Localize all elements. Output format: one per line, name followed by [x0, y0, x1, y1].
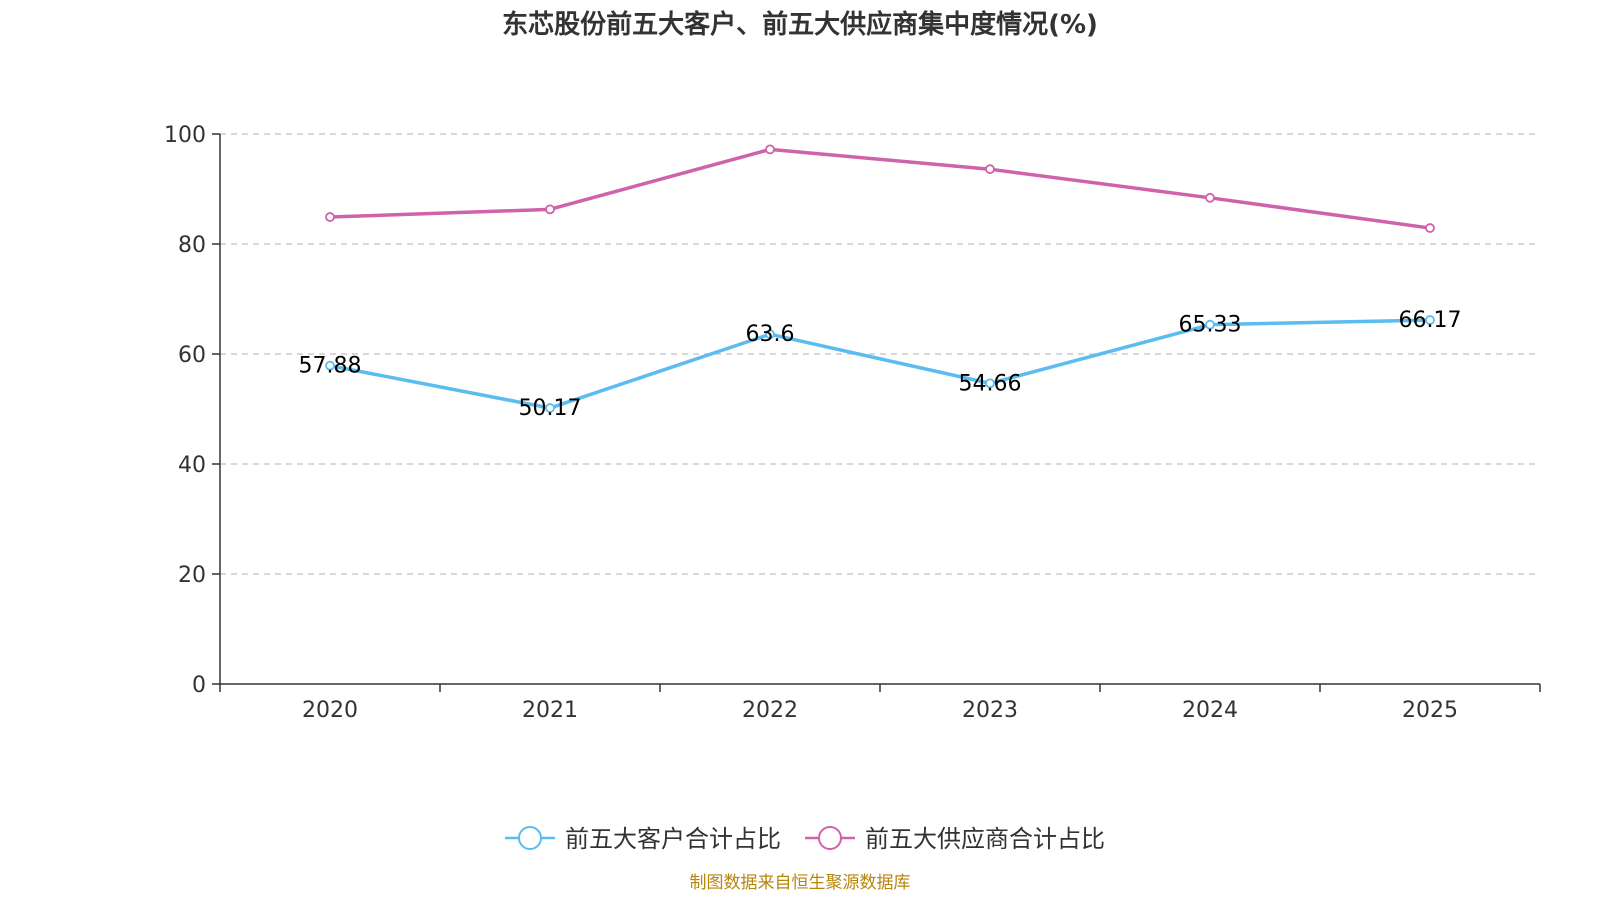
series-2-point: [325, 212, 335, 222]
data-label: 65.33: [1179, 313, 1242, 338]
x-tick-label: 2021: [522, 698, 578, 723]
series-2-point: [1205, 192, 1215, 203]
legend-marker-1: [518, 826, 542, 850]
series-1-point: [1425, 315, 1435, 325]
y-tick-label: 40: [178, 453, 206, 478]
data-label: 57.88: [299, 354, 362, 379]
data-label: 54.66: [959, 371, 1022, 396]
legend-label-2: 前五大供应商合计占比: [865, 825, 1105, 853]
series-1-point: [985, 378, 995, 389]
legend: 前五大客户合计占比 前五大供应商合计占比: [505, 825, 1105, 853]
data-label: 63.6: [746, 322, 795, 347]
x-tick-label: 2023: [962, 698, 1018, 723]
series-2-point: [545, 204, 555, 215]
y-tick-label: 0: [192, 673, 206, 698]
x-tick-label: 2025: [1402, 698, 1458, 723]
y-tick-label: 20: [178, 563, 206, 588]
series-2-point: [765, 144, 775, 155]
axes: 0 20 40 60 80 100 2020 2021 2022 2023 2024 2025: [164, 123, 1541, 723]
series-2-point: [985, 164, 995, 175]
series-1-point: [545, 403, 555, 413]
data-label: 66.17: [1399, 308, 1462, 333]
series-1-point: [1205, 319, 1215, 330]
y-tick-label: 60: [178, 343, 206, 368]
y-tick-label: 100: [164, 123, 206, 148]
legend-marker-2: [818, 826, 842, 850]
series-line-2: [329, 147, 1431, 230]
x-tick-label: 2024: [1182, 698, 1238, 723]
source-note: 制图数据来自恒生聚源数据库: [690, 873, 911, 893]
legend-label-1: 前五大客户合计占比: [565, 825, 781, 853]
series-group: [325, 144, 1435, 413]
x-tick-label: 2020: [302, 698, 358, 723]
data-label: 50.17: [519, 396, 582, 421]
chart-title: 东芯股份前五大客户、前五大供应商集中度情况(%): [502, 9, 1098, 40]
data-labels: 57.88 50.17 63.6 54.66 65.33 66.17: [299, 308, 1462, 421]
series-2-point: [1425, 223, 1435, 233]
series-line-1: [329, 318, 1431, 410]
grid-lines: [220, 133, 1540, 575]
y-tick-label: 80: [178, 233, 206, 258]
series-1-point: [765, 329, 775, 340]
x-tick-label: 2022: [742, 698, 798, 723]
series-1-point: [325, 360, 335, 371]
